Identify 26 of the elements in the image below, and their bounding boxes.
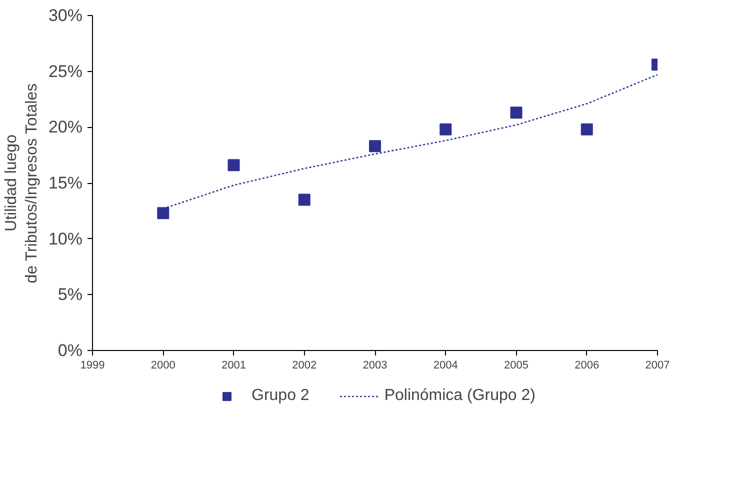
x-tick-label: 2001 xyxy=(222,360,246,372)
y-tick-label: 10% xyxy=(48,229,83,248)
x-tick-label: 2004 xyxy=(433,360,458,372)
x-tick-label: 2003 xyxy=(362,360,388,372)
y-tick-label: 0% xyxy=(58,341,83,360)
point xyxy=(440,123,452,136)
x-tick-label: 2007 xyxy=(645,360,670,372)
y-tick-label: 30% xyxy=(48,6,83,25)
x-tick-label: 2006 xyxy=(574,360,600,372)
y-axis-title: Utilidad luego de Tributos/Ingresos Totales xyxy=(3,83,40,284)
point xyxy=(510,106,522,119)
x-tick-label: 2005 xyxy=(504,360,528,372)
point xyxy=(369,140,381,152)
y-tick-label: 25% xyxy=(48,62,83,81)
legend-label: Grupo 2 xyxy=(252,387,310,405)
y-tick-label: 15% xyxy=(48,174,83,192)
point xyxy=(298,194,310,206)
y-tick-label: 5% xyxy=(58,285,83,304)
point xyxy=(228,159,240,172)
y-tick-label: 20% xyxy=(48,118,83,137)
legend-label: Polinómica (Grupo 2) xyxy=(384,387,536,405)
x-tick-label: 2002 xyxy=(292,360,317,372)
point xyxy=(580,123,593,136)
point xyxy=(157,207,170,220)
x-tick-label: 1999 xyxy=(80,360,105,372)
x-tick-label: 2000 xyxy=(150,360,176,372)
